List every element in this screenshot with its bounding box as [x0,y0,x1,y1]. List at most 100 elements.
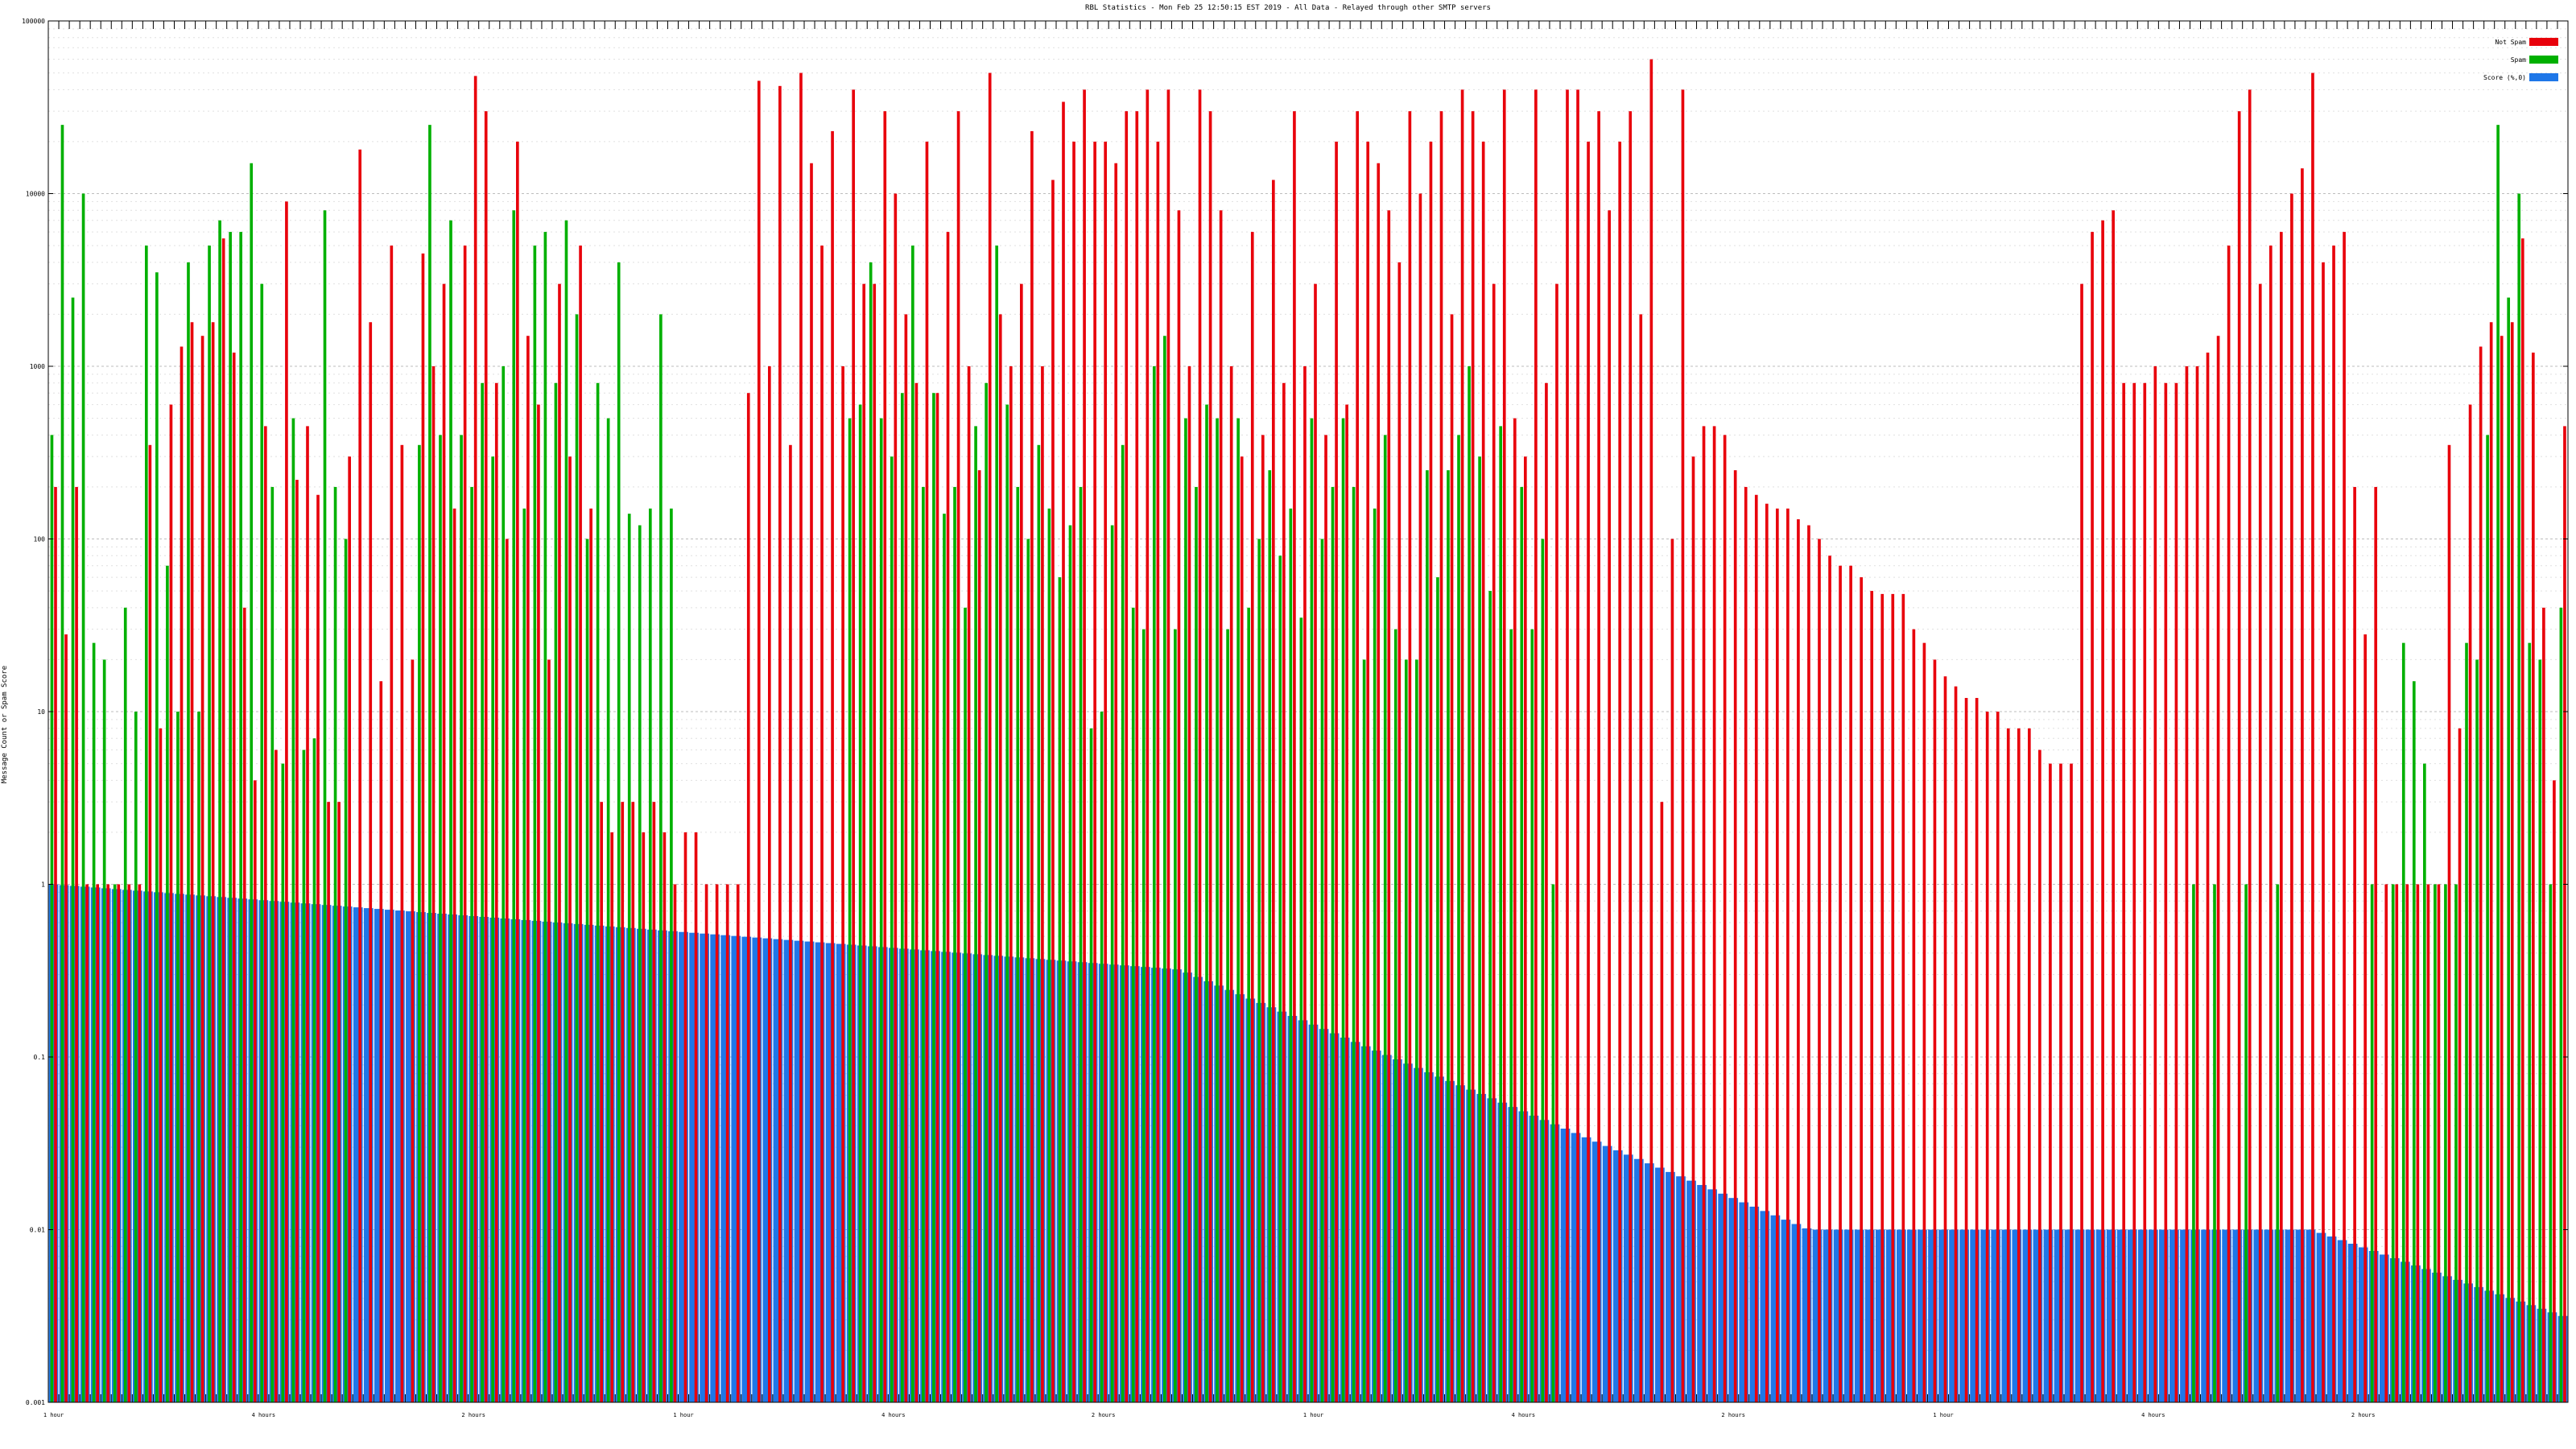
spam-bar [858,404,862,1402]
score-bar [1392,1059,1402,1402]
spam-bar [218,220,221,1403]
score-bar [248,899,258,1402]
score-bar [2201,1229,2211,1402]
not-spam-bar [2426,884,2430,1402]
spam-bar [439,435,442,1402]
not-spam-bar [1797,519,1800,1403]
y-tick-label: 0.001 [26,1399,45,1406]
legend-swatch [2529,73,2558,81]
score-bar [2516,1301,2526,1402]
score-bar [2347,1244,2358,1402]
not-spam-bar [421,253,425,1402]
x-tick-label: 4 hours [252,1412,276,1418]
score-bar [1108,964,1119,1402]
not-spam-bar [810,163,813,1403]
spam-bar [1195,486,1198,1402]
score-bar [783,939,794,1402]
spam-bar [123,607,127,1402]
not-spam-bar [2542,607,2545,1402]
not-spam-bar [1366,141,1370,1402]
score-bar [2411,1265,2421,1402]
score-bar [962,953,972,1402]
not-spam-bar [169,404,173,1402]
score-bar [1424,1072,1434,1402]
score-bar [1885,1229,1896,1402]
spam-bar [323,210,327,1402]
not-spam-bar [2132,382,2136,1402]
not-spam-bar [1009,366,1013,1402]
score-bar [1718,1193,1728,1402]
not-spam-bar [1818,539,1821,1402]
not-spam-bar [2290,193,2293,1402]
not-spam-bar [1922,642,1926,1402]
spam-bar [134,712,138,1402]
not-spam-bar [600,802,603,1402]
x-tick-label: 1 hour [1303,1412,1323,1418]
spam-bar [333,486,337,1402]
not-spam-bar [2248,89,2252,1402]
y-tick-label: 1 [41,881,45,889]
not-spam-bar [1985,712,1989,1402]
score-bar [448,914,457,1402]
score-bar [1403,1063,1413,1402]
x-tick-label: 2 hours [1092,1412,1116,1418]
score-bar [269,901,279,1402]
spam-bar [2538,659,2542,1402]
score-bar [941,952,951,1402]
not-spam-bar [988,72,992,1403]
not-spam-bar [768,366,771,1402]
score-bar [1949,1229,1959,1402]
not-spam-bar [306,426,309,1402]
score-bar [2547,1312,2557,1402]
spam-bar [1005,404,1009,1402]
not-spam-bar [1860,577,1863,1402]
spam-bar [943,514,946,1402]
score-bar [2106,1229,2116,1402]
not-spam-bar [1439,111,1443,1403]
spam-bar [879,418,883,1402]
spam-bar [470,486,473,1402]
score-bar [867,946,877,1402]
not-spam-bar [484,111,488,1403]
score-bar [1644,1163,1654,1402]
score-bar [636,928,646,1402]
spam-bar [2401,642,2405,1402]
score-bar [2159,1229,2169,1402]
not-spam-bar [1114,163,1118,1403]
not-spam-bar [390,246,394,1402]
x-tick-label: 2 hours [461,1412,485,1418]
spam-bar [481,382,484,1402]
not-spam-bar [1020,283,1023,1403]
spam-bar [270,486,275,1402]
score-bar [1476,1093,1487,1402]
spam-bar [2434,884,2437,1402]
score-bar [1350,1042,1360,1402]
spam-bar [1216,418,1219,1402]
chart-title: RBL Statistics - Mon Feb 25 12:50:15 EST… [1085,4,1491,12]
not-spam-bar [977,470,981,1402]
not-spam-bar [1597,111,1600,1403]
not-spam-bar [516,141,519,1402]
spam-bar [627,514,631,1402]
chart-legend: Not Spam Spam Score (%,0) [2483,38,2558,81]
score-bar [384,910,394,1402]
not-spam-bar [1975,698,1979,1402]
score-bar [2043,1229,2054,1402]
spam-bar [2192,884,2195,1402]
spam-bar [302,749,306,1402]
score-bar [2064,1229,2074,1402]
score-bar [920,950,930,1402]
spam-bar [2496,125,2500,1403]
spam-bar [1499,426,1503,1402]
not-spam-bar [967,366,971,1402]
score-bar [237,898,248,1402]
score-bar [1455,1085,1465,1402]
not-spam-bar [1492,283,1496,1403]
spam-bar [1058,577,1062,1402]
score-bar [1497,1102,1508,1402]
score-bar [2022,1229,2033,1402]
not-spam-bar [285,201,288,1403]
spam-bar [1299,617,1303,1402]
not-spam-bar [1156,141,1160,1402]
